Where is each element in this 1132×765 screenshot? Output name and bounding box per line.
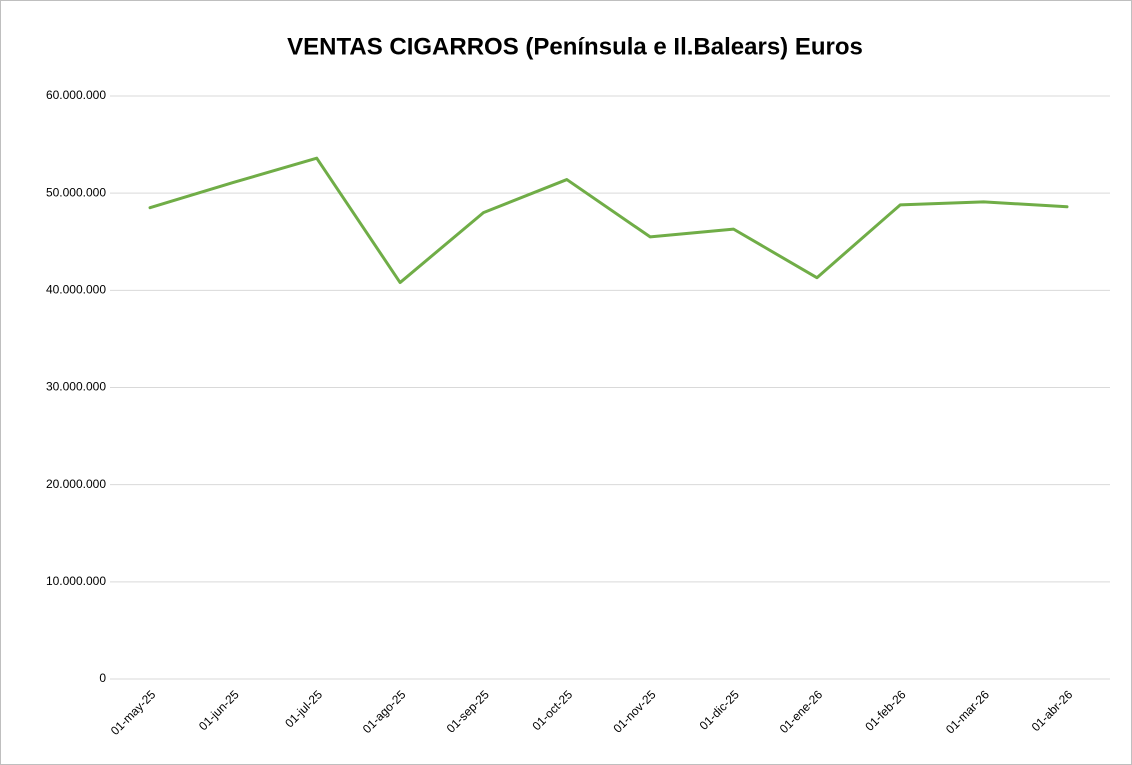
y-tick-label: 60.000.000 [46,88,106,102]
y-tick-label: 50.000.000 [46,185,106,199]
chart-title: VENTAS CIGARROS (Península e Il.Balears)… [287,33,863,60]
line-series [148,156,1069,285]
y-tick-label: 20.000.000 [46,477,106,491]
y-tick-label: 30.000.000 [46,380,106,394]
y-tick-label: 40.000.000 [46,283,106,297]
y-tick-label: 10.000.000 [46,574,106,588]
y-tick-label: 0 [99,671,106,685]
